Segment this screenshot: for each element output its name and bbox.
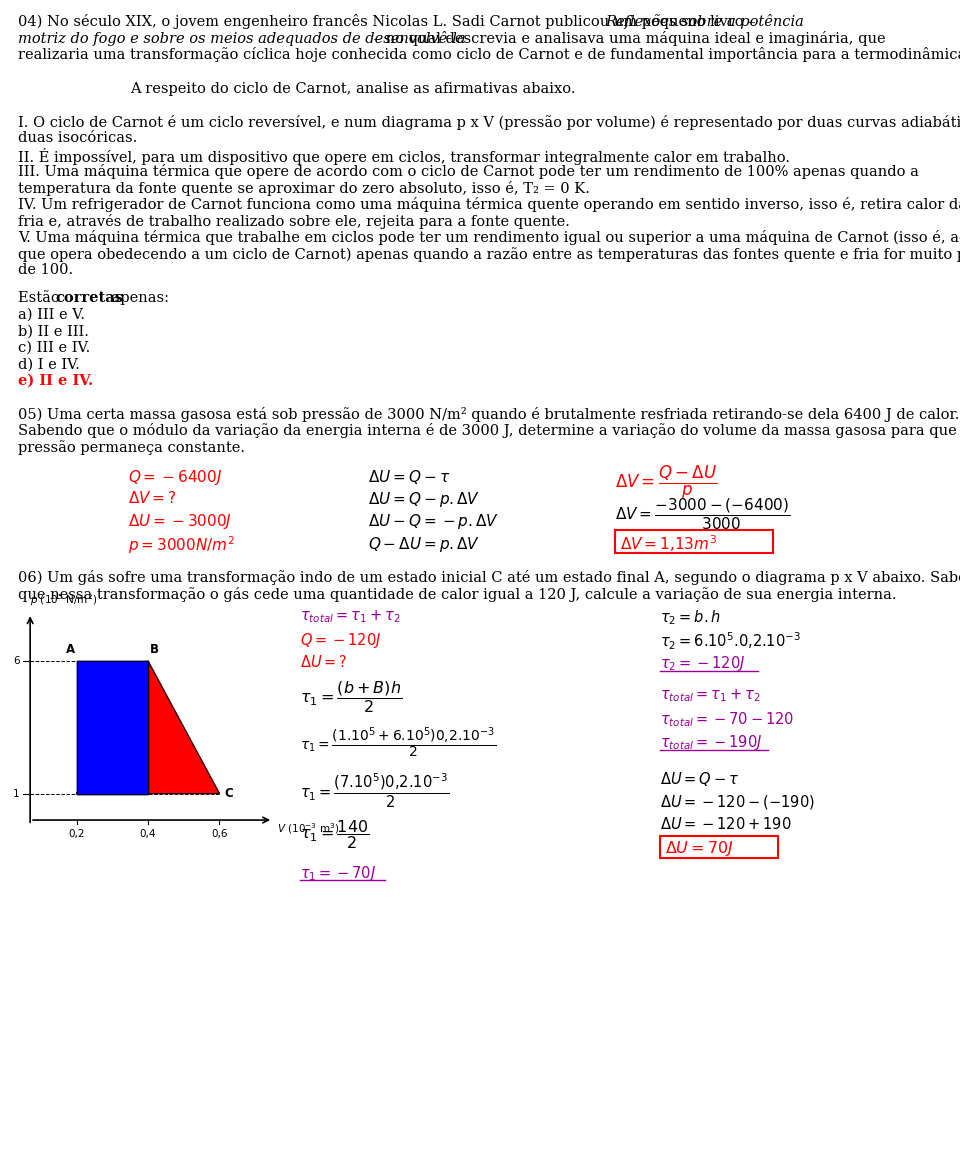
Text: temperatura da fonte quente se aproximar do zero absoluto, isso é, T₂ = 0 K.: temperatura da fonte quente se aproximar… bbox=[18, 181, 589, 196]
Text: $\tau_2 = 6.10^5.0{,}2.10^{-3}$: $\tau_2 = 6.10^5.0{,}2.10^{-3}$ bbox=[660, 631, 801, 652]
Text: 6: 6 bbox=[12, 656, 19, 666]
Text: realizaria uma transformação cíclica hoje conhecida como ciclo de Carnot e de fu: realizaria uma transformação cíclica hoj… bbox=[18, 47, 960, 62]
Text: a) III e V.: a) III e V. bbox=[18, 308, 85, 322]
Text: $\tau_1 = -70J$: $\tau_1 = -70J$ bbox=[300, 864, 376, 883]
Text: III. Uma máquina térmica que opere de acordo com o ciclo de Carnot pode ter um r: III. Uma máquina térmica que opere de ac… bbox=[18, 164, 919, 179]
Text: $\tau_{total} = -70 - 120$: $\tau_{total} = -70 - 120$ bbox=[660, 711, 794, 729]
Text: motriz do fogo e sobre os meios adequados de desenvolvê-la: motriz do fogo e sobre os meios adequado… bbox=[18, 31, 466, 46]
Text: $\Delta U = -120 + 190$: $\Delta U = -120 + 190$ bbox=[660, 815, 791, 831]
Text: 05) Uma certa massa gasosa está sob pressão de 3000 N/m² quando é brutalmente re: 05) Uma certa massa gasosa está sob pres… bbox=[18, 407, 959, 422]
Text: $Q - \Delta U = p.\Delta V$: $Q - \Delta U = p.\Delta V$ bbox=[368, 535, 480, 553]
Text: $\tau_1 = \dfrac{(b+B)h}{2}$: $\tau_1 = \dfrac{(b+B)h}{2}$ bbox=[300, 678, 402, 715]
Text: $\Delta U = Q - \tau$: $\Delta U = Q - \tau$ bbox=[660, 769, 739, 788]
Text: $\Delta V = ?$: $\Delta V = ?$ bbox=[128, 490, 177, 506]
Bar bbox=[660, 836, 778, 858]
Text: 04) No século XIX, o jovem engenheiro francês Nicolas L. Sadi Carnot publicou um: 04) No século XIX, o jovem engenheiro fr… bbox=[18, 14, 760, 29]
Text: Reflexões sobre a potência: Reflexões sobre a potência bbox=[605, 14, 804, 29]
Text: duas isocóricas.: duas isocóricas. bbox=[18, 131, 137, 145]
Text: $\Delta U = Q - \tau$: $\Delta U = Q - \tau$ bbox=[368, 468, 450, 485]
Text: apenas:: apenas: bbox=[107, 291, 169, 305]
Text: pressão permaneça constante.: pressão permaneça constante. bbox=[18, 439, 245, 454]
Text: 0,4: 0,4 bbox=[140, 829, 156, 840]
Text: $\Delta U = Q - p.\Delta V$: $\Delta U = Q - p.\Delta V$ bbox=[368, 490, 480, 509]
Text: b) II e III.: b) II e III. bbox=[18, 324, 89, 338]
Text: $Q = -6400J$: $Q = -6400J$ bbox=[128, 468, 223, 486]
Text: $\tau_2 = b.h$: $\tau_2 = b.h$ bbox=[660, 608, 721, 627]
Text: 1: 1 bbox=[12, 789, 19, 798]
Text: Estão: Estão bbox=[18, 291, 64, 305]
Text: $V\ (10^{-3}\ \mathrm{m^3})$: $V\ (10^{-3}\ \mathrm{m^3})$ bbox=[276, 821, 339, 836]
Text: $\tau_{total} = \tau_1 + \tau_2$: $\tau_{total} = \tau_1 + \tau_2$ bbox=[660, 688, 760, 704]
Text: $p = 3000N/m^2$: $p = 3000N/m^2$ bbox=[128, 535, 235, 557]
Text: $\Delta U = 70J$: $\Delta U = 70J$ bbox=[665, 840, 734, 858]
Text: 0,2: 0,2 bbox=[68, 829, 84, 840]
Text: 06) Um gás sofre uma transformação indo de um estado inicial C até um estado fin: 06) Um gás sofre uma transformação indo … bbox=[18, 570, 960, 585]
Text: $\tau_1 = \dfrac{(7.10^5)0{,}2.10^{-3}}{2}$: $\tau_1 = \dfrac{(7.10^5)0{,}2.10^{-3}}{… bbox=[300, 772, 449, 810]
Text: I. O ciclo de Carnot é um ciclo reversível, e num diagrama p x V (pressão por vo: I. O ciclo de Carnot é um ciclo reversív… bbox=[18, 115, 960, 130]
Text: que opera obedecendo a um ciclo de Carnot) apenas quando a razão entre as temper: que opera obedecendo a um ciclo de Carno… bbox=[18, 246, 960, 262]
Polygon shape bbox=[77, 661, 148, 794]
Text: d) I e IV.: d) I e IV. bbox=[18, 358, 80, 371]
Text: $Q = -120J$: $Q = -120J$ bbox=[300, 631, 381, 650]
Text: fria e, através de trabalho realizado sobre ele, rejeita para a fonte quente.: fria e, através de trabalho realizado so… bbox=[18, 214, 570, 229]
Text: $p\ (10^5\ \mathrm{N/m^2})$: $p\ (10^5\ \mathrm{N/m^2})$ bbox=[30, 592, 97, 608]
Text: B: B bbox=[150, 643, 158, 655]
Text: $\tau_{total} = \tau_1 + \tau_2$: $\tau_{total} = \tau_1 + \tau_2$ bbox=[300, 608, 400, 624]
Text: $\Delta U = -3000J$: $\Delta U = -3000J$ bbox=[128, 512, 232, 531]
Text: $\Delta U - Q = -p.\Delta V$: $\Delta U - Q = -p.\Delta V$ bbox=[368, 512, 499, 531]
Text: $\tau_1 = \dfrac{140}{2}$: $\tau_1 = \dfrac{140}{2}$ bbox=[300, 818, 370, 851]
Text: $\Delta V = 1{,}13m^3$: $\Delta V = 1{,}13m^3$ bbox=[620, 534, 717, 554]
Text: IV. Um refrigerador de Carnot funciona como uma máquina térmica quente operando : IV. Um refrigerador de Carnot funciona c… bbox=[18, 197, 960, 212]
Text: corretas: corretas bbox=[55, 291, 123, 305]
Bar bbox=[615, 530, 773, 553]
Text: $\Delta V = \dfrac{-3000-(-6400)}{3000}$: $\Delta V = \dfrac{-3000-(-6400)}{3000}$ bbox=[615, 496, 790, 531]
Text: – no qual descrevia e analisava uma máquina ideal e imaginária, que: – no qual descrevia e analisava uma máqu… bbox=[369, 31, 885, 46]
Text: II. É impossível, para um dispositivo que opere em ciclos, transformar integralm: II. É impossível, para um dispositivo qu… bbox=[18, 147, 790, 164]
Text: de 100.: de 100. bbox=[18, 263, 73, 277]
Polygon shape bbox=[77, 661, 220, 794]
Text: $\tau_{total} = -190J$: $\tau_{total} = -190J$ bbox=[660, 734, 762, 752]
Text: $\tau_2 = -120J$: $\tau_2 = -120J$ bbox=[660, 654, 746, 673]
Text: Sabendo que o módulo da variação da energia interna é de 3000 J, determine a var: Sabendo que o módulo da variação da ener… bbox=[18, 423, 960, 438]
Text: C: C bbox=[225, 787, 233, 800]
Text: A respeito do ciclo de Carnot, analise as afirmativas abaixo.: A respeito do ciclo de Carnot, analise a… bbox=[130, 82, 575, 95]
Text: $\Delta V = \dfrac{Q - \Delta U}{p}$: $\Delta V = \dfrac{Q - \Delta U}{p}$ bbox=[615, 463, 717, 501]
Text: e) II e IV.: e) II e IV. bbox=[18, 374, 93, 388]
Text: $\tau_1 = \dfrac{(1.10^5+6.10^5)0{,}2.10^{-3}}{2}$: $\tau_1 = \dfrac{(1.10^5+6.10^5)0{,}2.10… bbox=[300, 726, 496, 760]
Text: $\Delta U = ?$: $\Delta U = ?$ bbox=[300, 654, 348, 670]
Polygon shape bbox=[77, 661, 148, 794]
Text: c) III e IV.: c) III e IV. bbox=[18, 340, 90, 354]
Text: 0,6: 0,6 bbox=[211, 829, 228, 840]
Text: A: A bbox=[65, 643, 75, 655]
Text: $\Delta U = -120 - (-190)$: $\Delta U = -120 - (-190)$ bbox=[660, 792, 815, 811]
Text: que nessa transformação o gás cede uma quantidade de calor igual a 120 J, calcul: que nessa transformação o gás cede uma q… bbox=[18, 586, 897, 601]
Text: V. Uma máquina térmica que trabalhe em ciclos pode ter um rendimento igual ou su: V. Uma máquina térmica que trabalhe em c… bbox=[18, 230, 960, 245]
